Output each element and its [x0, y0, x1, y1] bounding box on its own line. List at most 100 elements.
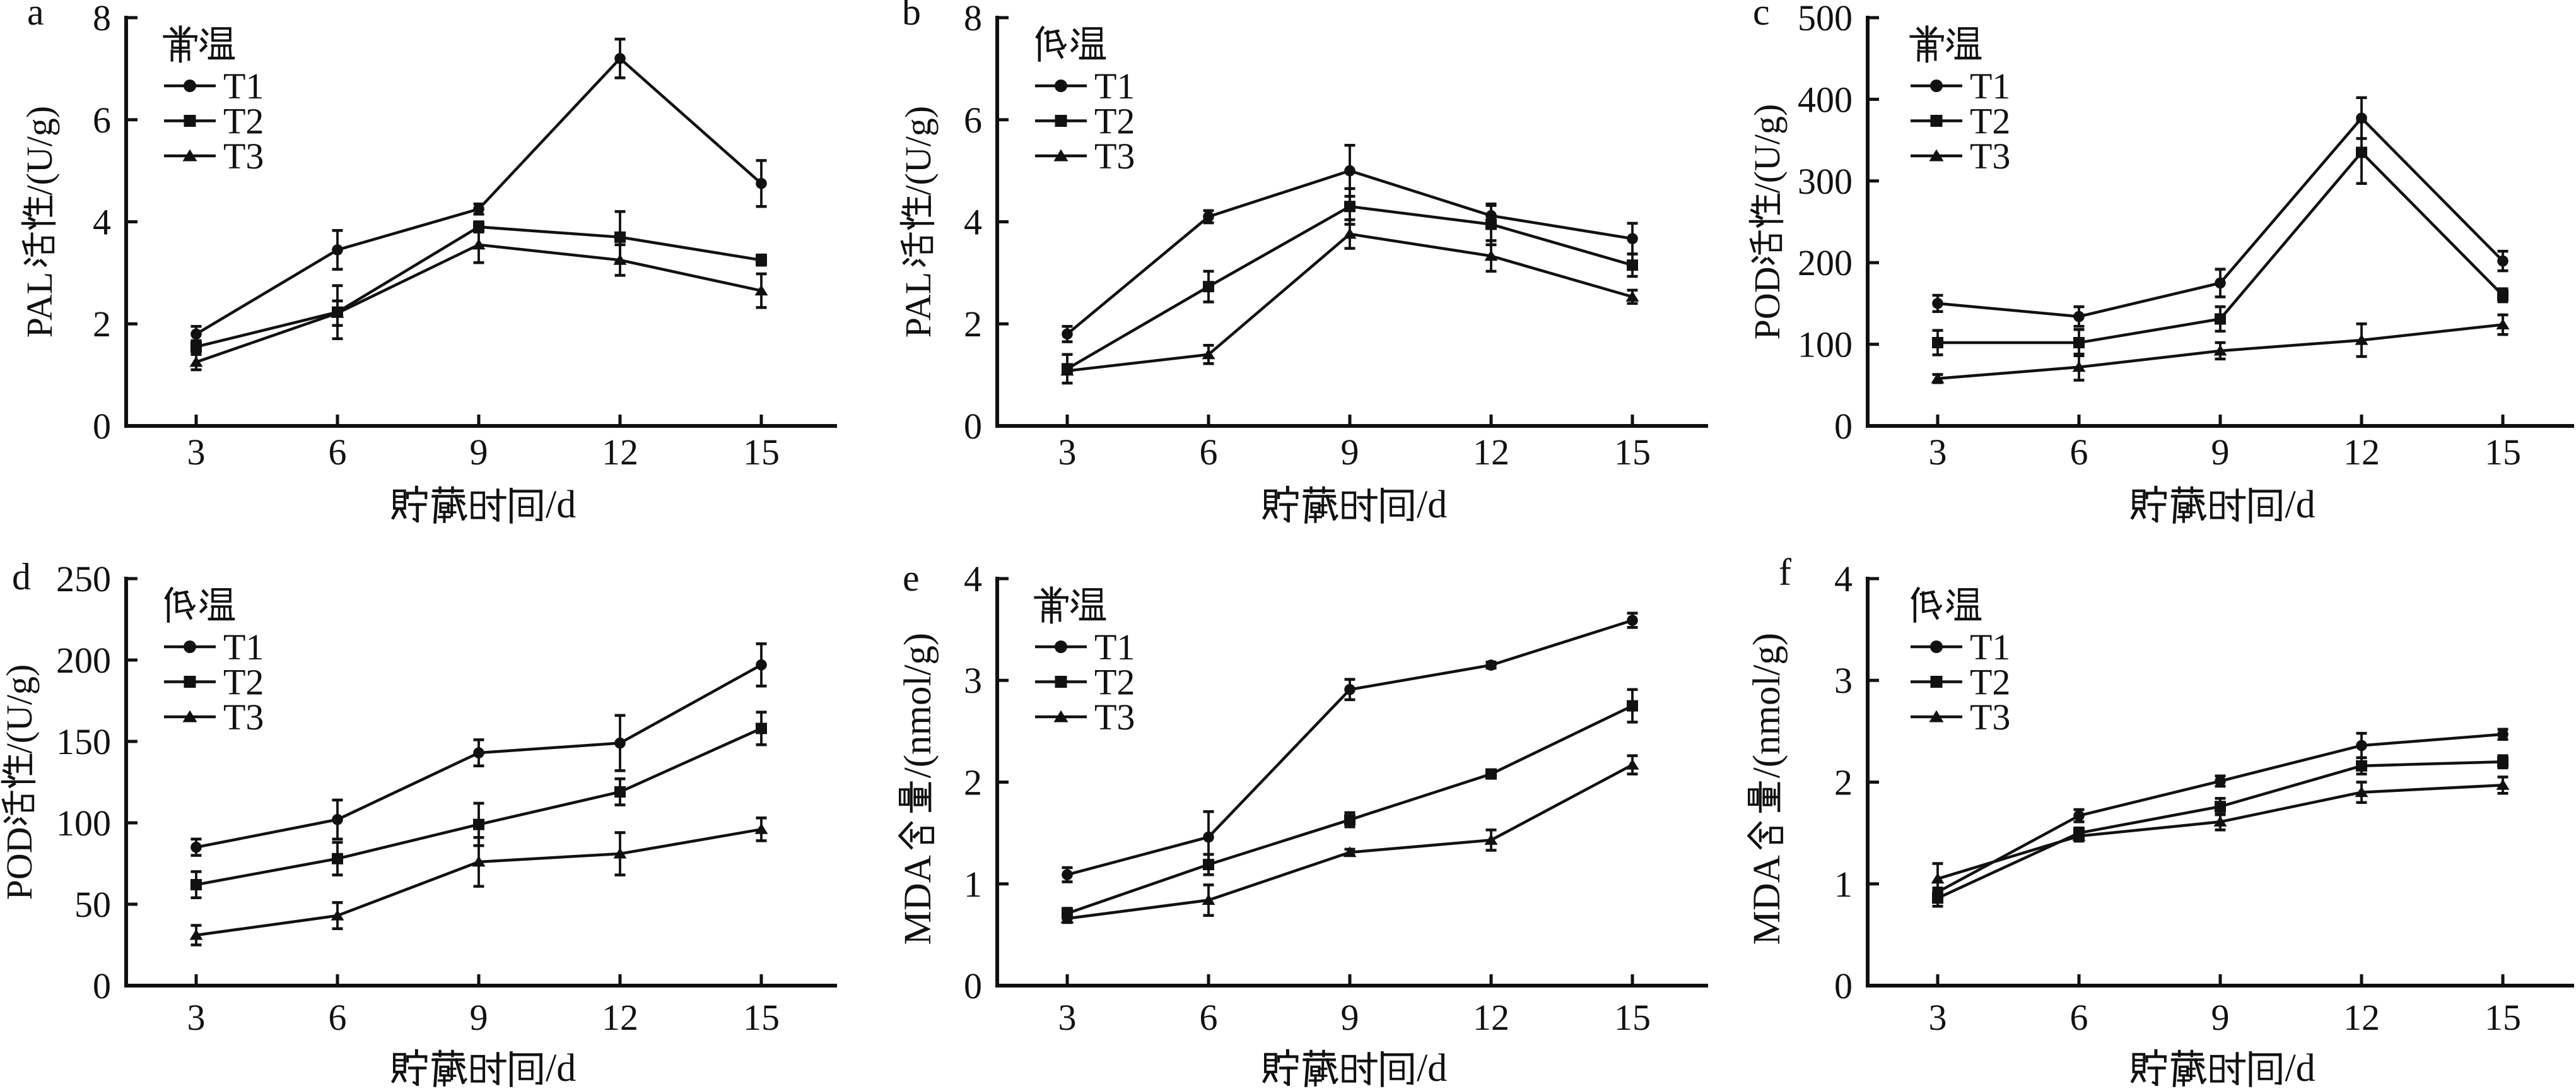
svg-text:/d: /d [1417, 1047, 1447, 1088]
svg-text:/(U/g): /(U/g) [898, 106, 939, 196]
svg-text:T3: T3 [223, 697, 264, 738]
svg-text:9: 9 [1341, 432, 1359, 473]
svg-text:6: 6 [964, 100, 982, 141]
svg-text:T2: T2 [1094, 662, 1135, 703]
svg-text:T3: T3 [223, 136, 264, 177]
svg-text:MDA: MDA [897, 855, 939, 945]
svg-text:1: 1 [1834, 864, 1853, 905]
svg-text:9: 9 [2211, 432, 2230, 473]
svg-text:T1: T1 [223, 627, 264, 668]
svg-text:T1: T1 [1970, 627, 2010, 668]
svg-text:T2: T2 [1094, 101, 1135, 142]
svg-text:/d: /d [546, 1047, 576, 1088]
svg-text:12: 12 [1473, 432, 1509, 473]
svg-text:T2: T2 [1970, 662, 2010, 703]
svg-text:12: 12 [2343, 997, 2380, 1038]
svg-text:0: 0 [964, 406, 982, 447]
svg-text:3: 3 [1058, 432, 1077, 473]
svg-text:/(nmol/g): /(nmol/g) [1746, 633, 1788, 778]
svg-text:T3: T3 [1970, 136, 2010, 177]
svg-text:9: 9 [470, 997, 488, 1038]
svg-text:T1: T1 [1094, 627, 1135, 668]
svg-text:T3: T3 [1094, 697, 1135, 738]
svg-text:9: 9 [1341, 997, 1359, 1038]
svg-text:12: 12 [2343, 432, 2380, 473]
svg-text:15: 15 [2485, 997, 2521, 1038]
svg-text:15: 15 [743, 997, 780, 1038]
svg-text:0: 0 [93, 965, 111, 1006]
svg-text:/(U/g): /(U/g) [19, 106, 60, 196]
svg-text:6: 6 [1200, 997, 1218, 1038]
svg-text:3: 3 [187, 997, 206, 1038]
svg-text:6: 6 [2070, 432, 2088, 473]
svg-text:3: 3 [1929, 432, 1947, 473]
svg-text:/d: /d [2285, 483, 2315, 526]
svg-text:15: 15 [1614, 997, 1651, 1038]
svg-text:12: 12 [602, 432, 638, 473]
svg-text:15: 15 [2485, 432, 2521, 473]
svg-text:T2: T2 [1970, 101, 2010, 142]
svg-text:f: f [1779, 551, 1791, 593]
svg-text:1: 1 [964, 864, 982, 905]
svg-text:6: 6 [2070, 997, 2088, 1038]
svg-text:6: 6 [1200, 432, 1218, 473]
svg-text:4: 4 [1834, 558, 1853, 599]
svg-text:3: 3 [1058, 997, 1077, 1038]
svg-text:4: 4 [964, 558, 982, 599]
svg-text:T2: T2 [223, 662, 264, 703]
svg-text:/(nmol/g): /(nmol/g) [897, 633, 939, 778]
svg-text:500: 500 [1798, 0, 1853, 38]
svg-text:200: 200 [56, 640, 111, 681]
svg-text:6: 6 [329, 997, 347, 1038]
svg-text:4: 4 [93, 202, 111, 243]
svg-text:300: 300 [1798, 161, 1853, 202]
svg-text:2: 2 [93, 304, 111, 345]
svg-text:3: 3 [1834, 660, 1853, 701]
svg-text:c: c [1753, 0, 1770, 33]
svg-text:0: 0 [1834, 965, 1853, 1006]
svg-text:6: 6 [329, 432, 347, 473]
svg-text:100: 100 [56, 803, 111, 844]
svg-text:2: 2 [1834, 762, 1853, 803]
svg-text:4: 4 [964, 202, 982, 243]
svg-text:50: 50 [74, 884, 111, 925]
svg-text:MDA: MDA [1746, 855, 1788, 945]
svg-text:150: 150 [56, 721, 111, 762]
svg-text:b: b [902, 0, 921, 33]
svg-text:15: 15 [743, 432, 780, 473]
svg-text:0: 0 [964, 965, 982, 1006]
svg-text:T1: T1 [1970, 66, 2010, 107]
svg-text:d: d [12, 556, 31, 598]
svg-text:8: 8 [964, 0, 982, 38]
svg-text:6: 6 [93, 100, 111, 141]
svg-text:T3: T3 [1094, 136, 1135, 177]
svg-text:3: 3 [1929, 997, 1947, 1038]
svg-text:e: e [903, 557, 920, 599]
svg-text:15: 15 [1614, 432, 1651, 473]
svg-text:T2: T2 [223, 101, 264, 142]
svg-text:/d: /d [1417, 483, 1447, 526]
svg-text:400: 400 [1798, 79, 1853, 120]
svg-text:3: 3 [964, 660, 982, 701]
svg-text:/d: /d [2285, 1047, 2315, 1088]
svg-text:12: 12 [602, 997, 638, 1038]
svg-text:200: 200 [1798, 242, 1853, 283]
svg-text:PAL: PAL [898, 272, 939, 338]
svg-text:T3: T3 [1970, 697, 2010, 738]
svg-text:a: a [27, 0, 44, 33]
svg-text:3: 3 [187, 432, 206, 473]
svg-text:100: 100 [1798, 324, 1853, 365]
svg-text:/(U/g): /(U/g) [1747, 104, 1788, 194]
svg-text:2: 2 [964, 762, 982, 803]
svg-text:POD: POD [0, 827, 40, 900]
svg-text:9: 9 [2211, 997, 2230, 1038]
svg-text:0: 0 [93, 406, 111, 447]
svg-text:8: 8 [93, 0, 111, 38]
svg-text:T1: T1 [223, 66, 264, 107]
svg-text:12: 12 [1473, 997, 1509, 1038]
svg-text:PAL: PAL [19, 272, 60, 338]
svg-text:0: 0 [1834, 406, 1853, 447]
svg-text:POD: POD [1747, 266, 1788, 339]
svg-text:/d: /d [546, 483, 576, 526]
svg-text:/(U/g): /(U/g) [0, 664, 40, 754]
